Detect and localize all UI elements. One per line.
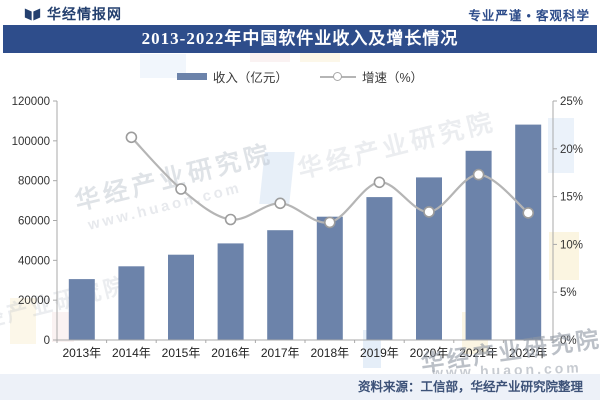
legend-label: 收入（亿元） xyxy=(212,70,288,85)
brand-name: 华经情报网 xyxy=(47,8,122,23)
growth-marker xyxy=(125,131,138,144)
line-marker-swatch-icon xyxy=(319,71,356,81)
legend-item-growth: 增速（%） xyxy=(319,67,424,86)
x-axis-category-label: 2020年 xyxy=(410,346,449,360)
right-axis-tick-label: 15% xyxy=(560,192,583,204)
growth-marker xyxy=(175,183,187,195)
left-axis-tick-label: 40000 xyxy=(18,255,50,267)
growth-marker xyxy=(472,168,485,181)
right-axis-tick-label: 10% xyxy=(560,239,583,251)
revenue-bar-2016年 xyxy=(217,243,244,340)
x-axis-category-label: 2017年 xyxy=(261,346,300,360)
decorative-shape xyxy=(52,312,74,342)
x-axis-category-label: 2022年 xyxy=(509,346,548,360)
legend-item-revenue: 收入（亿元） xyxy=(176,67,288,86)
right-axis-tick-label: 0% xyxy=(560,335,577,347)
right-axis-tick-label: 20% xyxy=(560,144,583,156)
decorative-shape xyxy=(250,53,290,62)
decorative-shape xyxy=(10,298,36,344)
revenue-bar-2013年 xyxy=(68,279,95,340)
chart-legend: 收入（亿元） 增速（%） xyxy=(0,67,600,85)
x-axis-category-label: 2014年 xyxy=(112,346,151,360)
left-axis-tick-label: 20000 xyxy=(18,295,50,307)
revenue-bar-2019年 xyxy=(366,197,393,340)
source-text: 资料来源：工信部，华经产业研究院整理 xyxy=(357,380,583,394)
x-axis-category-label: 2015年 xyxy=(162,346,201,360)
growth-marker xyxy=(522,207,535,219)
right-axis-tick-label: 25% xyxy=(560,96,583,108)
decorative-shape xyxy=(259,152,295,204)
watermark-text: 华经产业研究院 xyxy=(72,140,276,217)
revenue-bar-2021年 xyxy=(465,150,492,340)
growth-line xyxy=(130,136,529,224)
x-axis-category-label: 2019年 xyxy=(360,346,399,360)
decorative-shape xyxy=(462,312,488,354)
title-banner: 2013-2022年中国软件业收入及增长情况 xyxy=(3,25,597,53)
x-axis-category-label: 2018年 xyxy=(310,346,349,360)
decorative-shape xyxy=(549,232,579,280)
x-axis-category-label: 2013年 xyxy=(62,346,101,360)
decorative-shape xyxy=(548,118,574,173)
revenue-bar-2018年 xyxy=(316,216,343,340)
left-axis-tick-label: 60000 xyxy=(18,216,50,228)
chart-title: 2013-2022年中国软件业收入及增长情况 xyxy=(141,29,459,48)
huajing-logo-icon xyxy=(24,8,41,20)
brand: 华经情报网 xyxy=(24,4,122,24)
header-bar: 华经情报网 专业严谨 • 客观科学 xyxy=(0,0,600,25)
decorative-shape xyxy=(300,53,340,62)
left-axis-tick-label: 80000 xyxy=(18,176,50,188)
watermark-text: 华经产业研究院 xyxy=(0,272,131,339)
growth-marker xyxy=(373,176,386,189)
watermark-text: 华经产业研究院 xyxy=(295,108,499,185)
left-axis-tick-label: 0 xyxy=(44,335,50,347)
growth-marker xyxy=(323,216,336,229)
growth-marker xyxy=(224,213,237,226)
header-slogan: 专业严谨 • 客观科学 xyxy=(468,8,590,23)
revenue-bar-2014年 xyxy=(118,266,145,340)
revenue-bar-2015年 xyxy=(168,254,194,340)
right-axis-tick-label: 5% xyxy=(560,287,577,299)
decorative-shape xyxy=(363,330,381,368)
x-axis-category-label: 2016年 xyxy=(211,346,250,360)
bar-swatch-icon xyxy=(176,72,207,80)
growth-marker xyxy=(423,206,435,218)
left-axis-tick-label: 100000 xyxy=(12,136,50,148)
revenue-bar-2020年 xyxy=(416,177,442,340)
revenue-bar-2022年 xyxy=(515,124,542,340)
revenue-bar-2017年 xyxy=(267,230,294,340)
x-axis-category-label: 2021年 xyxy=(459,346,498,360)
legend-label: 增速（%） xyxy=(361,70,424,85)
watermark-text: 华经产业研究院 xyxy=(419,326,600,377)
growth-marker xyxy=(274,197,287,210)
source-footer: 资料来源：工信部，华经产业研究院整理 xyxy=(0,374,600,400)
left-axis-tick-label: 120000 xyxy=(12,96,50,108)
watermark-url: www.huaon.com xyxy=(86,179,244,234)
